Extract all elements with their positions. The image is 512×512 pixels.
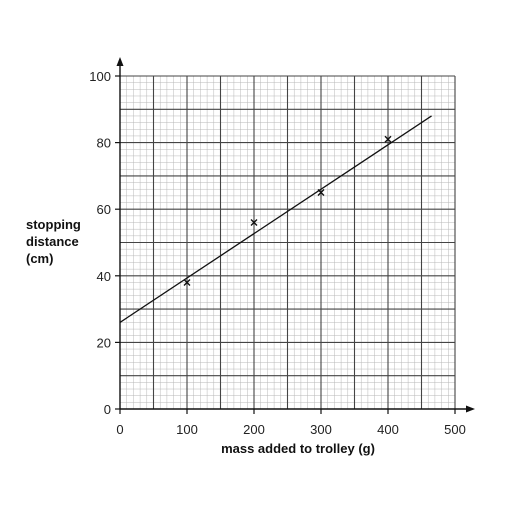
axes — [116, 57, 475, 413]
data-point-x-marker — [384, 135, 392, 143]
x-tick-label: 200 — [243, 422, 265, 437]
data-point-x-marker — [183, 278, 191, 286]
data-point-x-marker — [317, 189, 325, 197]
y-tick-label: 60 — [97, 202, 111, 217]
y-axis-title-line-2: distance — [26, 234, 79, 249]
best-fit-line-group — [119, 115, 432, 323]
best-fit-line — [119, 115, 432, 323]
x-axis-title: mass added to trolley (g) — [221, 441, 375, 456]
x-tick-label: 100 — [176, 422, 198, 437]
tick-labels: 0 100 200 300 400 500 0 20 40 60 80 100 — [89, 69, 466, 437]
x-tick-label: 0 — [116, 422, 123, 437]
y-axis-arrow — [116, 57, 124, 66]
data-point-x-marker — [250, 219, 258, 227]
y-axis-title-line-1: stopping — [26, 217, 81, 232]
x-tick-label: 300 — [310, 422, 332, 437]
x-tick-label: 500 — [444, 422, 466, 437]
x-tick-label: 400 — [377, 422, 399, 437]
y-tick-label: 80 — [97, 136, 111, 151]
y-tick-label: 40 — [97, 269, 111, 284]
y-axis-title-line-3: (cm) — [26, 251, 53, 266]
y-tick-label: 20 — [97, 335, 111, 350]
y-tick-label: 100 — [89, 69, 111, 84]
major-gridlines — [120, 75, 456, 409]
x-axis-arrow — [466, 405, 475, 413]
y-tick-label: 0 — [104, 402, 111, 417]
data-points — [183, 135, 392, 286]
